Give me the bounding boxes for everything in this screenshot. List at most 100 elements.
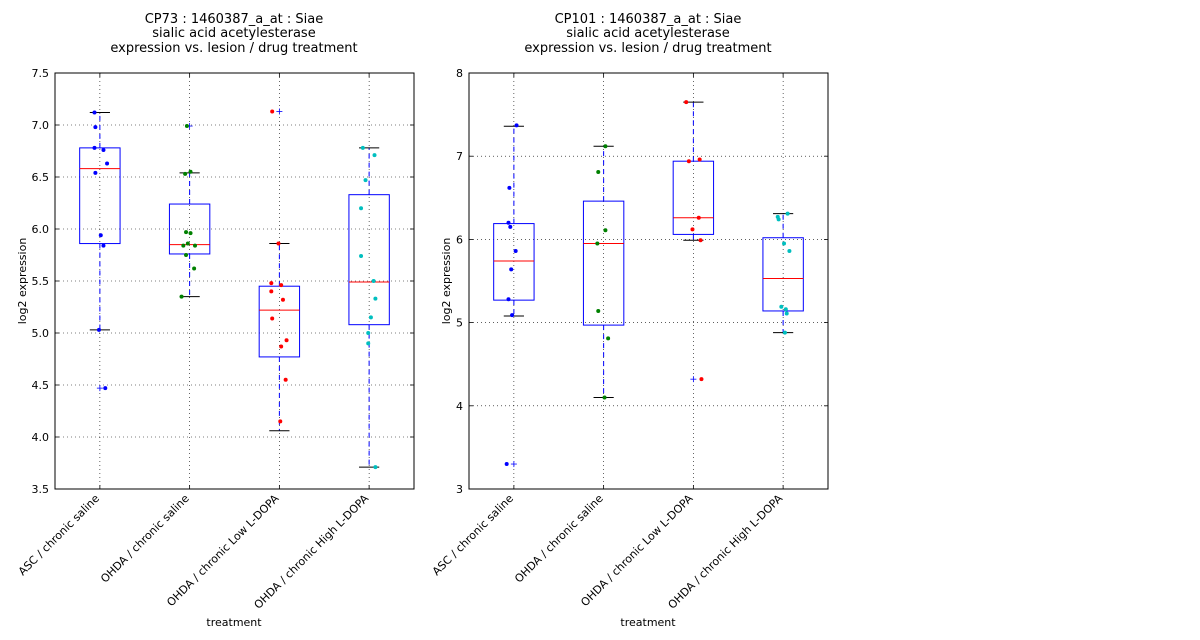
data-point: [504, 462, 509, 467]
data-point: [93, 170, 98, 175]
data-point: [595, 241, 600, 246]
x-axis-label: treatment: [620, 616, 676, 629]
data-point: [179, 294, 184, 299]
chart-title-line-1: CP101 : 1460387_a_at : Siae: [555, 12, 742, 27]
y-tick-label: 6: [456, 233, 463, 246]
plot-area: [55, 73, 414, 489]
data-point: [698, 238, 703, 243]
data-point: [192, 266, 197, 271]
data-point: [284, 338, 289, 343]
y-tick-label: 5.0: [32, 327, 50, 340]
data-point: [684, 100, 689, 105]
data-point: [506, 220, 511, 225]
data-point: [366, 331, 371, 335]
data-point: [184, 230, 189, 235]
data-point: [188, 231, 193, 236]
data-point: [183, 171, 188, 176]
data-point: [782, 241, 787, 246]
data-point: [283, 377, 288, 382]
plot-frame: [54, 72, 415, 490]
data-point: [373, 465, 378, 470]
data-point: [509, 267, 514, 272]
data-point: [193, 243, 198, 248]
box-iqr: [582, 200, 625, 326]
data-point: [270, 109, 275, 114]
flier-marker: [96, 385, 103, 392]
data-point: [105, 161, 110, 166]
y-tick-label: 8: [456, 67, 463, 80]
data-point: [278, 419, 283, 424]
chart-title-line-2: sialic acid acetylesterase: [566, 26, 729, 41]
y-axis-label: log2 expression: [440, 238, 453, 325]
data-point: [785, 211, 790, 216]
box-4: [762, 213, 804, 334]
box-iqr: [348, 194, 390, 326]
data-point: [269, 289, 274, 294]
y-tick-label: 4: [456, 400, 463, 413]
data-point: [184, 253, 189, 257]
data-point: [280, 297, 285, 302]
y-tick-label: 4.0: [32, 431, 50, 444]
flier-marker: [276, 108, 283, 115]
data-point: [185, 241, 190, 246]
data-point: [510, 313, 515, 318]
x-tick-label: OHDA / chronic saline: [98, 492, 192, 586]
chart-title-line-3: expression vs. lesion / drug treatment: [524, 41, 771, 56]
data-point: [103, 386, 108, 391]
data-point: [779, 304, 784, 309]
data-point: [603, 144, 608, 149]
box-iqr: [168, 203, 211, 255]
data-point: [783, 307, 788, 312]
y-tick-label: 3: [456, 483, 463, 496]
chart-title-line-1: CP73 : 1460387_a_at : Siae: [145, 12, 324, 27]
data-point: [360, 145, 365, 150]
data-point: [697, 157, 702, 162]
data-point: [184, 124, 189, 129]
box-iqr: [762, 237, 804, 312]
data-point: [269, 281, 274, 286]
chart-title-line-3: expression vs. lesion / drug treatment: [110, 41, 357, 56]
data-point: [363, 178, 368, 183]
chart-cp73: CP73 : 1460387_a_at : Siae sialic acid a…: [16, 12, 415, 629]
data-point: [368, 315, 373, 320]
box-4: [348, 147, 390, 468]
box-2: [582, 145, 625, 398]
data-point: [279, 344, 284, 349]
box-iqr: [493, 223, 535, 301]
data-point: [270, 316, 275, 321]
data-point: [696, 215, 701, 220]
data-point: [787, 249, 792, 254]
data-point: [507, 185, 512, 190]
plot-frame: [468, 72, 829, 490]
x-tick-label: ASC / chronic saline: [430, 492, 516, 578]
data-point: [101, 243, 106, 248]
data-point: [602, 395, 607, 400]
data-point: [181, 243, 186, 248]
y-tick-label: 6.5: [32, 171, 50, 184]
y-tick-label: 3.5: [32, 483, 50, 496]
data-point: [686, 159, 691, 164]
data-point: [606, 336, 611, 341]
y-axis-label: log2 expression: [16, 238, 29, 325]
plot-area: [469, 73, 828, 489]
data-point: [359, 206, 364, 211]
data-point: [276, 241, 281, 246]
data-point: [784, 311, 789, 316]
y-tick-label: 7: [456, 150, 463, 163]
box-iqr: [258, 285, 301, 358]
data-point: [98, 233, 103, 238]
y-tick-label: 7.5: [32, 67, 50, 80]
data-point: [782, 330, 787, 335]
data-point: [366, 341, 371, 346]
x-tick-label: OHDA / chronic saline: [512, 492, 606, 586]
data-point: [514, 123, 519, 128]
data-point: [373, 296, 378, 301]
data-point: [699, 377, 704, 382]
data-point: [506, 297, 511, 302]
data-point: [279, 283, 284, 288]
y-tick-label: 7.0: [32, 119, 50, 132]
data-point: [93, 125, 98, 130]
data-point: [372, 153, 377, 158]
data-point: [92, 145, 97, 150]
data-point: [359, 254, 364, 259]
